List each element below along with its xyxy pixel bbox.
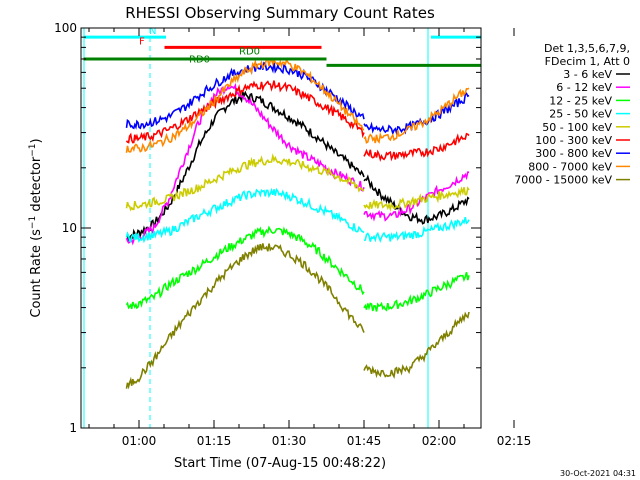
x-tick-label-1: 01:00: [122, 434, 157, 448]
y-axis-label-part-1: Count Rate (s: [29, 229, 44, 318]
series-line-6-seg-2: [363, 132, 470, 162]
y-tick-label-2: 10: [62, 221, 77, 235]
series-line-3-seg-2: [363, 271, 470, 312]
legend-label-9: 7000 - 15000 keV: [514, 174, 612, 187]
annotation-1: N: [149, 26, 156, 37]
y-axis-label: Count Rate (s−1 detector−1): [28, 138, 44, 317]
series-line-9-seg-2: [363, 311, 470, 380]
legend-label-7: 300 - 800 keV: [535, 147, 612, 160]
series-line-4-seg-1: [125, 187, 365, 244]
legend-label-6: 100 - 300 keV: [535, 134, 612, 147]
annotation-4: RD0: [189, 54, 210, 65]
series-line-5-seg-1: [125, 153, 365, 212]
generation-timestamp: 30-Oct-2021 04:31: [560, 469, 636, 478]
series-line-9-seg-1: [125, 243, 365, 390]
annotation-2: F: [139, 36, 145, 47]
y-axis-label-exp-1: −1: [28, 216, 38, 229]
series-layer: [125, 57, 470, 390]
legend-label-5: 50 - 100 keV: [542, 121, 612, 134]
annotation-3: RD0: [239, 47, 260, 58]
legend-label-2: 6 - 12 keV: [556, 81, 612, 94]
x-axis-label: Start Time (07-Aug-15 00:48:22): [174, 456, 386, 471]
series-3: [125, 225, 470, 312]
series-line-8-seg-1: [125, 57, 365, 153]
series-line-1-seg-2: [363, 174, 470, 225]
legend-label-1: 3 - 6 keV: [563, 68, 612, 81]
series-4: [125, 187, 470, 244]
x-axis: 01:00 01:15 01:30 01:45 02:00 02:15: [88, 28, 532, 448]
x-tick-label-2: 01:15: [197, 434, 232, 448]
series-1: [125, 90, 470, 242]
series-line-4-seg-2: [363, 217, 470, 243]
series-line-6-seg-1: [125, 80, 365, 144]
x-tick-label-4: 01:45: [347, 434, 382, 448]
y-axis-label-part-2: detector: [29, 156, 44, 216]
series-6: [125, 80, 470, 162]
y-tick-label-1: 1: [69, 421, 77, 435]
x-tick-label-6: 02:15: [497, 434, 532, 448]
series-9: [125, 243, 470, 390]
x-tick-label-5: 02:00: [422, 434, 457, 448]
series-5: [125, 153, 470, 212]
series-line-5-seg-2: [363, 186, 470, 212]
series-line-3-seg-1: [125, 225, 365, 310]
flag-bars: NF RD0 RD0: [83, 26, 481, 67]
y-axis: 1 10 100: [54, 21, 481, 435]
legend: Det 1,3,5,6,7,9, FDecim 1, Att 0 3 - 6 k…: [514, 42, 630, 187]
series-8: [125, 57, 470, 153]
legend-header-2: FDecim 1, Att 0: [545, 55, 630, 68]
legend-header-1: Det 1,3,5,6,7,9,: [544, 42, 630, 55]
legend-label-4: 25 - 50 keV: [549, 108, 612, 121]
legend-label-3: 12 - 25 keV: [549, 94, 612, 107]
y-axis-label-exp-2: −1: [28, 143, 38, 156]
series-line-8-seg-2: [363, 87, 470, 144]
x-tick-label-3: 01:30: [272, 434, 307, 448]
y-tick-label-3: 100: [54, 21, 77, 35]
series-line-1-seg-1: [125, 90, 365, 242]
chart-title: RHESSI Observing Summary Count Rates: [125, 4, 435, 22]
y-axis-label-part-3: ): [29, 138, 44, 143]
legend-label-8: 800 - 7000 keV: [528, 160, 612, 173]
